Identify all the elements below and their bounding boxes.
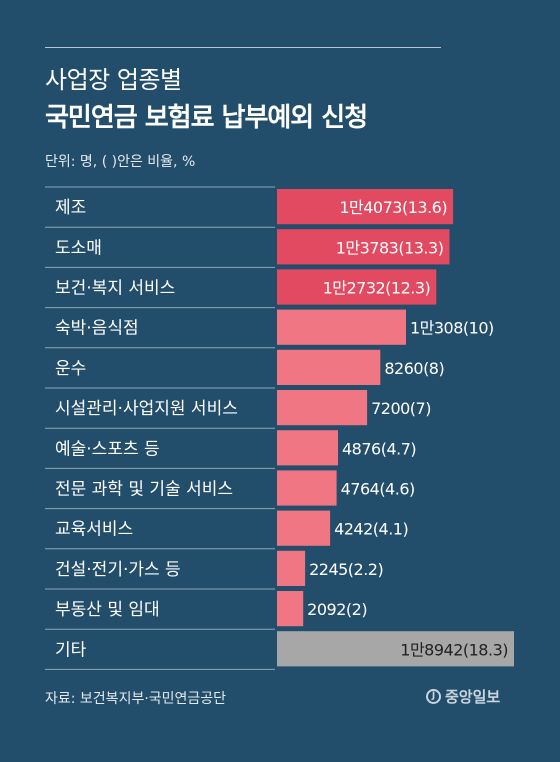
data-label: 4764(4.6) — [341, 480, 415, 499]
logo-icon: J — [426, 689, 441, 704]
data-label: 4876(4.7) — [342, 439, 416, 458]
bar — [277, 229, 450, 265]
category-label: 부동산 및 임대 — [55, 600, 160, 620]
title-rule — [45, 47, 441, 48]
data-label: 1만8942(18.3) — [400, 640, 508, 659]
source-note: 자료: 보건복지부·국민연금공단 — [45, 691, 227, 707]
category-label: 교육서비스 — [55, 520, 133, 540]
category-label: 기타 — [55, 640, 87, 660]
bar — [277, 470, 337, 506]
bar — [277, 309, 406, 345]
logo-text: 중앙일보 — [445, 688, 501, 706]
category-label: 건설·전기·가스 등 — [55, 560, 181, 580]
data-label: 1만4073(13.6) — [339, 198, 447, 217]
category-label: 도소매 — [55, 238, 102, 258]
data-label: 7200(7) — [371, 399, 431, 418]
category-label: 시설관리·사업지원 서비스 — [55, 399, 238, 419]
bar — [277, 591, 304, 627]
category-label: 전문 과학 및 기술 서비스 — [55, 480, 233, 500]
bar — [277, 189, 454, 225]
data-label: 4242(4.1) — [334, 520, 408, 539]
bar — [277, 631, 514, 667]
chart-title-line2: 국민연금 보험료 납부예외 신청 — [45, 103, 368, 133]
bar — [277, 349, 381, 385]
unit-note: 단위: 명, ( )안은 비율, % — [45, 154, 196, 170]
category-label: 보건·복지 서비스 — [55, 279, 175, 299]
data-label: 2245(2.2) — [309, 560, 383, 579]
bar — [277, 269, 437, 305]
chart-title-line1: 사업장 업종별 — [45, 66, 182, 94]
category-label: 숙박·음식점 — [55, 319, 139, 339]
data-label: 1만2732(12.3) — [323, 279, 431, 298]
data-label: 1만3783(13.3) — [336, 238, 444, 257]
bar — [277, 390, 368, 426]
joongang-logo: J 중앙일보 — [426, 686, 500, 707]
data-label: 1만308(10) — [410, 319, 494, 338]
data-label: 2092(2) — [307, 600, 367, 619]
bar — [277, 510, 331, 546]
bar — [277, 430, 338, 466]
category-label: 운수 — [55, 359, 86, 379]
category-label: 예술·스포츠 등 — [55, 439, 160, 459]
data-label: 8260(8) — [384, 359, 444, 378]
category-label: 제조 — [55, 198, 86, 218]
bar — [277, 550, 306, 586]
